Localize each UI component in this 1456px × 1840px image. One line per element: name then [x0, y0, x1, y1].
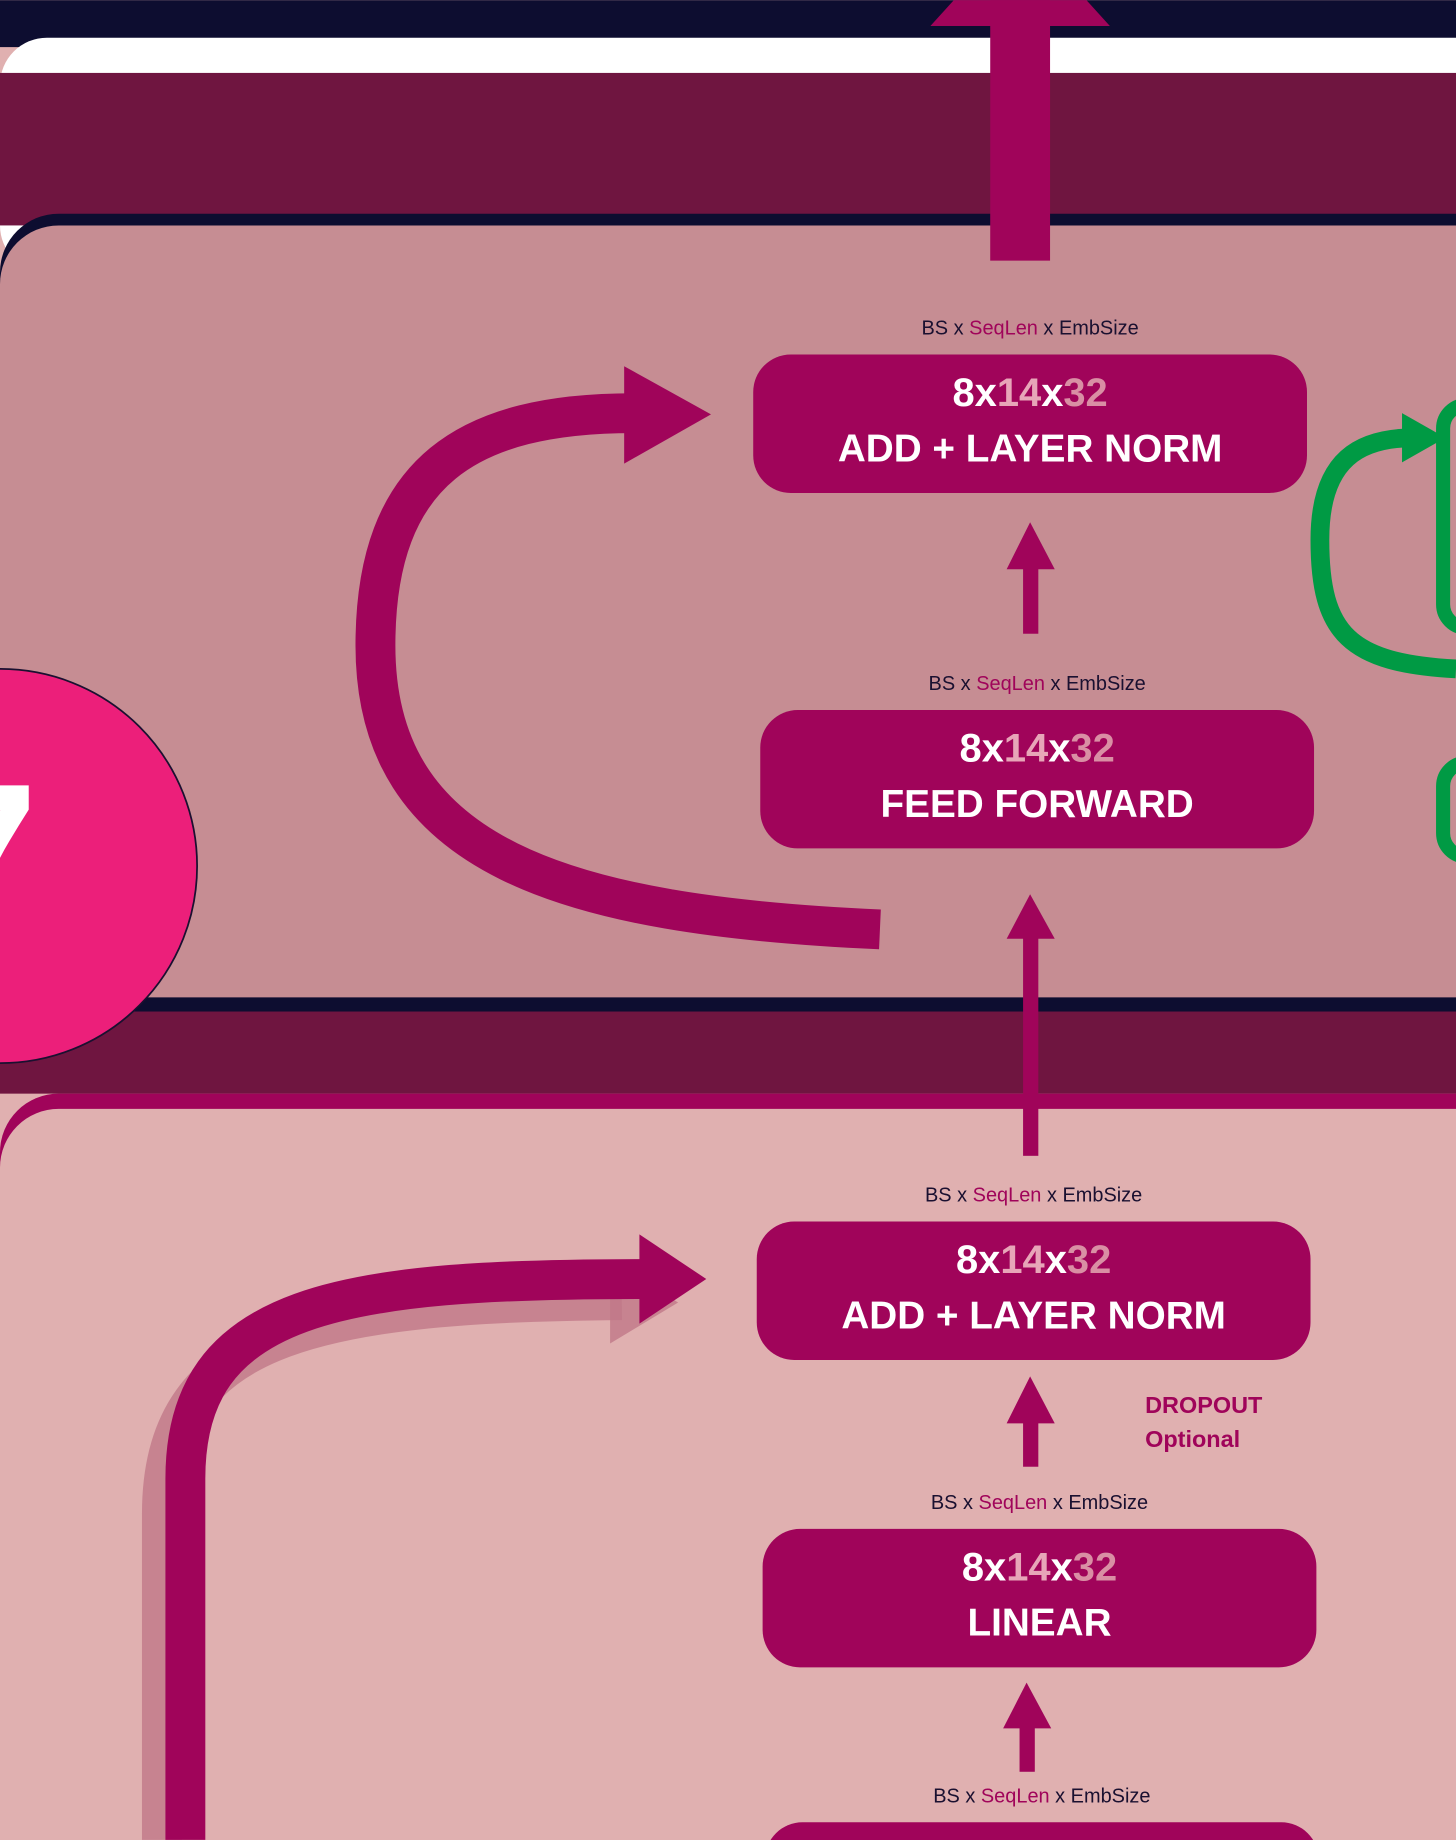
shape-part: 32 [1073, 1546, 1117, 1590]
shape-part: x [1045, 1238, 1067, 1282]
arrow [1023, 932, 1039, 1156]
dims-part: x EmbSize [1041, 1185, 1142, 1207]
node-box [753, 354, 1307, 493]
shape-part: 32 [1063, 371, 1107, 415]
green-arrow [1310, 428, 1456, 679]
arrow-head [1006, 522, 1055, 570]
maroon-band [0, 1011, 1456, 1094]
node: BS x SeqLen x EmbSize [770, 1785, 1314, 1840]
node: BS x SeqLen x EmbSize 8x14x32 ADD + LAYER … [756, 1185, 1311, 1360]
dims-part: SeqLen [973, 1185, 1042, 1207]
green-box [1436, 757, 1456, 862]
dims-part: BS x [931, 1492, 979, 1514]
arrow-head [639, 1234, 707, 1324]
dims-part: BS x [925, 1185, 973, 1207]
dims-part: x EmbSize [1047, 1492, 1148, 1514]
dims-part: BS x [921, 318, 969, 340]
lower-panel [0, 1108, 1456, 1840]
node-label: ADD + LAYER NORM [841, 1294, 1226, 1337]
dims-part: SeqLen [976, 673, 1045, 695]
dims-part: x EmbSize [1050, 1785, 1151, 1807]
shape-part: 8x [960, 727, 1004, 771]
shape-part: 14 [1006, 1546, 1050, 1590]
shape-part: 32 [1067, 1238, 1111, 1282]
dims-label: BS x SeqLen x EmbSize [925, 1185, 1142, 1207]
shape-part: x [1041, 371, 1063, 415]
dims-label: BS x SeqLen x EmbSize [931, 1492, 1148, 1514]
dropout-title: DROPOUT [1145, 1392, 1263, 1418]
node: BS x SeqLen x EmbSize 8x14x32 LINEAR [762, 1492, 1317, 1668]
node-box [756, 1221, 1311, 1360]
shape-label: 8x14x32 [962, 1546, 1117, 1590]
shape-label: 8x14x32 [956, 1238, 1111, 1282]
node-box [770, 1822, 1314, 1840]
node-label: FEED FORWARD [881, 783, 1194, 826]
node: BS x SeqLen x EmbSize 8x14x32 ADD + LAYER … [753, 318, 1307, 493]
dims-label: BS x SeqLen x EmbSize [933, 1785, 1150, 1807]
arrow [990, 0, 1051, 261]
node-box [760, 709, 1315, 849]
shape-part: x [1051, 1546, 1073, 1590]
shape-part: 8x [962, 1546, 1006, 1590]
green-box [1436, 399, 1456, 634]
shape-part: 14 [1000, 1238, 1044, 1282]
node-box [762, 1528, 1317, 1668]
flow-arrows [1003, 522, 1055, 1772]
dims-part: SeqLen [981, 1785, 1050, 1807]
arrow-head [1006, 894, 1055, 939]
dims-part: BS x [933, 1785, 981, 1807]
shape-part: 32 [1070, 727, 1114, 771]
shape-part: x [1048, 727, 1070, 771]
arrow-head [1402, 413, 1446, 463]
node: BS x SeqLen x EmbSize 8x14x32 FEED FORWARD [760, 673, 1315, 849]
shape-part: 8x [952, 371, 996, 415]
arrow-head [624, 366, 711, 464]
dropout-subtitle: Optional [1145, 1426, 1240, 1452]
maroon-band [0, 72, 1456, 226]
arrow [1023, 1417, 1039, 1467]
arrow-head [1003, 1682, 1052, 1729]
dims-label: BS x SeqLen x EmbSize [929, 673, 1146, 695]
residual-arrow [165, 1259, 646, 1840]
arrow [1023, 563, 1039, 634]
arrow-head [1006, 1376, 1055, 1424]
shape-part: 14 [1004, 727, 1048, 771]
shape-part: 8x [956, 1238, 1000, 1282]
shape-part: 14 [997, 371, 1041, 415]
node-label: ADD + LAYER NORM [838, 427, 1223, 470]
shape-label: 8x14x32 [960, 727, 1115, 771]
dims-part: SeqLen [969, 318, 1038, 340]
dims-part: SeqLen [979, 1492, 1048, 1514]
dims-part: x EmbSize [1038, 318, 1139, 340]
arrow-head [930, 0, 1110, 26]
residual-arrow [355, 393, 881, 950]
dims-part: BS x [929, 673, 977, 695]
node-label: LINEAR [967, 1602, 1111, 1645]
badge-circle [0, 668, 198, 1064]
shape-label: 8x14x32 [952, 371, 1107, 415]
dims-label: BS x SeqLen x EmbSize [921, 318, 1138, 340]
arrow [1019, 1722, 1035, 1772]
dims-part: x EmbSize [1045, 673, 1146, 695]
upper-panel [0, 225, 1456, 998]
badge-number: 7 [0, 738, 39, 987]
